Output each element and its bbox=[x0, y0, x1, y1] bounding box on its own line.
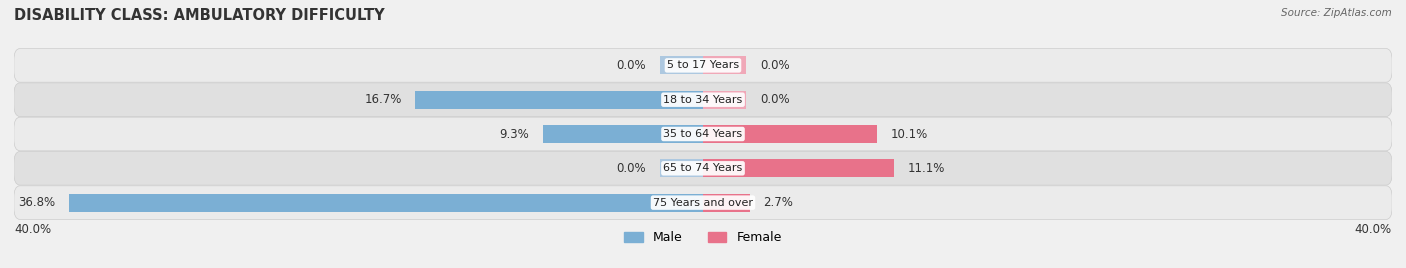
Text: DISABILITY CLASS: AMBULATORY DIFFICULTY: DISABILITY CLASS: AMBULATORY DIFFICULTY bbox=[14, 8, 385, 23]
Text: 40.0%: 40.0% bbox=[1355, 222, 1392, 236]
Text: 16.7%: 16.7% bbox=[364, 93, 402, 106]
Text: Source: ZipAtlas.com: Source: ZipAtlas.com bbox=[1281, 8, 1392, 18]
Text: 0.0%: 0.0% bbox=[759, 59, 789, 72]
Text: 0.0%: 0.0% bbox=[617, 162, 647, 175]
Text: 10.1%: 10.1% bbox=[891, 128, 928, 140]
Text: 40.0%: 40.0% bbox=[14, 222, 51, 236]
Bar bbox=[659, 159, 703, 177]
FancyBboxPatch shape bbox=[14, 151, 1392, 185]
Text: 5 to 17 Years: 5 to 17 Years bbox=[666, 60, 740, 70]
Text: 36.8%: 36.8% bbox=[18, 196, 55, 209]
Text: 11.1%: 11.1% bbox=[908, 162, 945, 175]
Bar bbox=[659, 57, 703, 74]
FancyBboxPatch shape bbox=[14, 83, 1392, 117]
Bar bbox=[703, 194, 749, 211]
Bar bbox=[69, 194, 703, 211]
FancyBboxPatch shape bbox=[14, 117, 1392, 151]
Text: 0.0%: 0.0% bbox=[617, 59, 647, 72]
Text: 18 to 34 Years: 18 to 34 Years bbox=[664, 95, 742, 105]
Text: 9.3%: 9.3% bbox=[499, 128, 529, 140]
Text: 0.0%: 0.0% bbox=[759, 93, 789, 106]
Bar bbox=[703, 57, 747, 74]
Text: 65 to 74 Years: 65 to 74 Years bbox=[664, 163, 742, 173]
Bar bbox=[543, 125, 703, 143]
FancyBboxPatch shape bbox=[14, 186, 1392, 219]
FancyBboxPatch shape bbox=[14, 49, 1392, 82]
Text: 35 to 64 Years: 35 to 64 Years bbox=[664, 129, 742, 139]
Bar bbox=[703, 91, 747, 109]
Legend: Male, Female: Male, Female bbox=[624, 231, 782, 244]
Text: 2.7%: 2.7% bbox=[763, 196, 793, 209]
Bar bbox=[703, 125, 877, 143]
Bar bbox=[415, 91, 703, 109]
Bar bbox=[703, 159, 894, 177]
Text: 75 Years and over: 75 Years and over bbox=[652, 198, 754, 208]
